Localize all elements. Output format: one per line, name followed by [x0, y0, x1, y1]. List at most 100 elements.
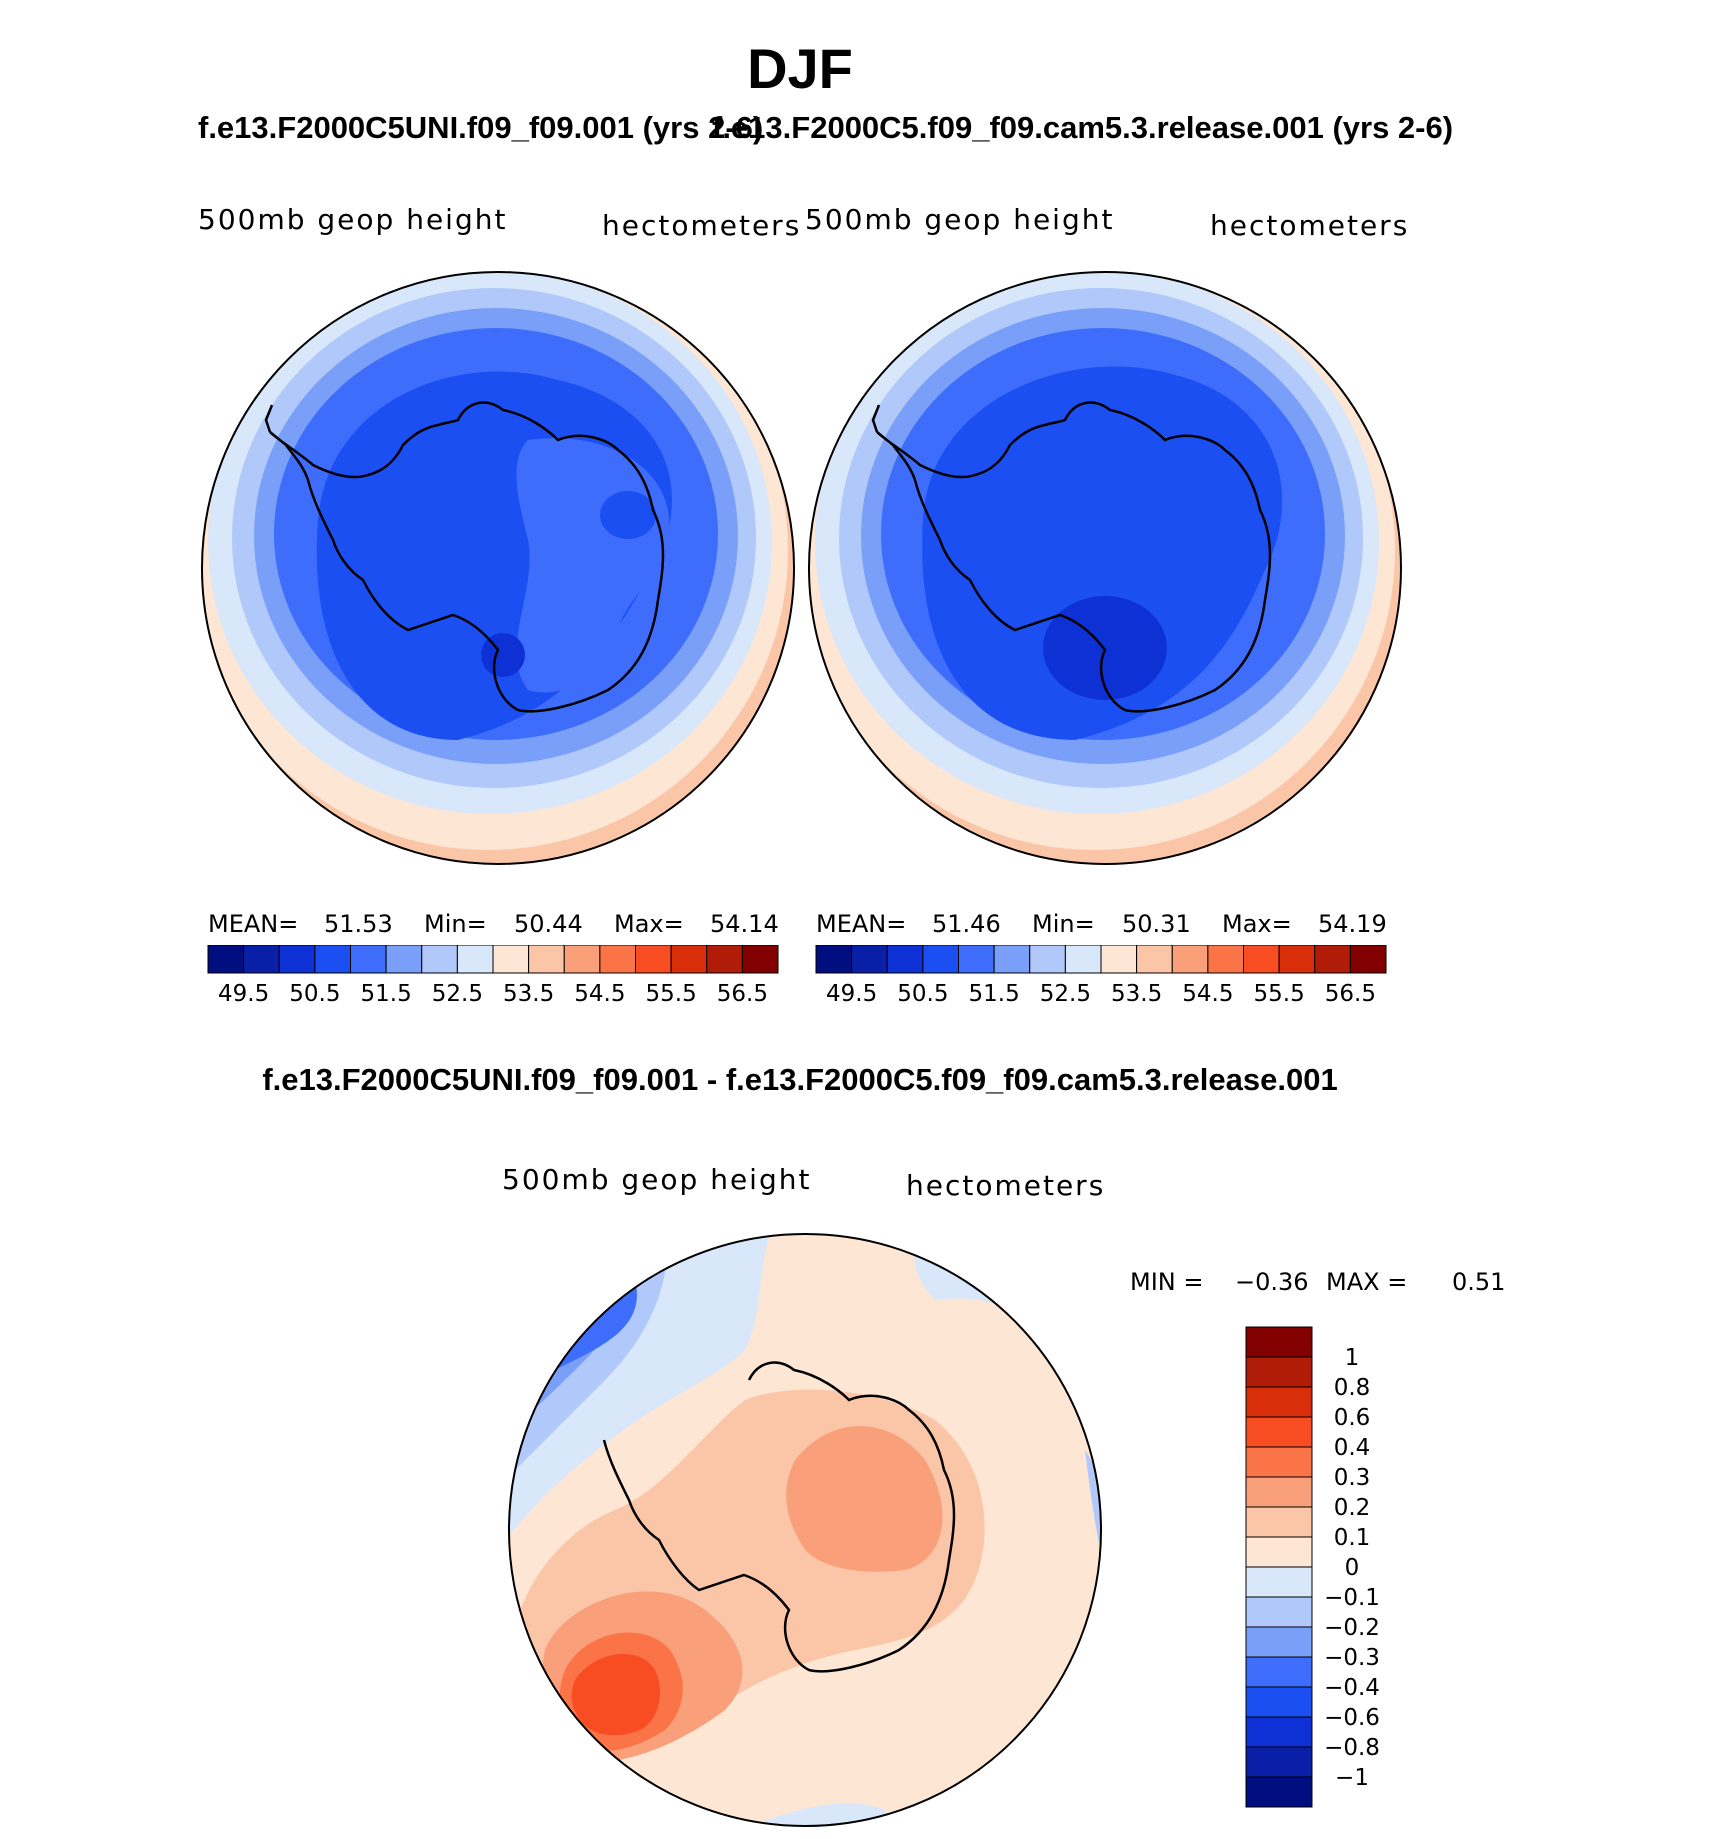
colorbar-left-swatch: [563, 945, 601, 974]
colorbar-left-tick-label: 50.5: [289, 981, 340, 1007]
colorbar-right-swatch: [1314, 945, 1351, 974]
colorbar-right-swatch: [1171, 945, 1209, 974]
colorbar-left-tick-label: 54.5: [574, 981, 625, 1007]
panel-left-units: hectometers: [602, 209, 802, 242]
colorbar-difference-swatch: [1245, 1506, 1313, 1538]
colorbar-difference-swatch: [1245, 1536, 1313, 1568]
colorbar-left-tick-label: 51.5: [361, 981, 412, 1007]
colorbar-left: 49.5 50.5 51.5 52.5 53.5 54.5 55.5 56.5: [207, 945, 779, 1007]
colorbar-left-tick-label: 56.5: [717, 981, 768, 1007]
panel-right-min-value: 50.31: [1122, 910, 1191, 938]
colorbar-right-swatch: [1100, 945, 1138, 974]
colorbar-right-tick-label: 56.5: [1325, 981, 1376, 1007]
colorbar-right-swatch: [1207, 945, 1244, 974]
colorbar-left-swatch: [350, 945, 387, 974]
difference-units: hectometers: [906, 1169, 1106, 1202]
panel-right-mean-label: MEAN=: [816, 910, 907, 938]
colorbar-difference-swatch: [1245, 1326, 1313, 1358]
colorbar-right-tick-label: 51.5: [969, 981, 1020, 1007]
colorbar-difference-tick-label: 0: [1345, 1555, 1360, 1581]
panel-left-variable: 500mb geop height: [198, 203, 508, 236]
colorbar-left-swatch: [706, 945, 743, 974]
colorbar-difference-swatch: [1245, 1476, 1313, 1508]
colorbar-left-swatch: [741, 945, 779, 974]
colorbar-difference-tick-label: 1: [1345, 1345, 1360, 1371]
colorbar-difference-swatch: [1245, 1566, 1313, 1598]
colorbar-difference-tick-label: −0.3: [1324, 1645, 1380, 1671]
colorbar-difference-tick-label: 0.2: [1334, 1495, 1371, 1521]
colorbar-right-swatch: [1029, 945, 1066, 974]
colorbar-right-swatch: [1064, 945, 1102, 974]
colorbar-difference-swatch: [1245, 1356, 1313, 1388]
colorbar-left-swatch: [421, 945, 458, 974]
colorbar-difference-tick-label: −1: [1335, 1765, 1369, 1791]
panel-right-map: [808, 271, 1402, 865]
colorbar-difference-swatch: [1245, 1746, 1313, 1778]
colorbar-difference-swatch: [1245, 1416, 1313, 1448]
colorbar-difference-tick-label: 0.6: [1334, 1405, 1371, 1431]
colorbar-difference-tick-label: −0.6: [1324, 1705, 1380, 1731]
panel-right-max-label: Max=: [1222, 910, 1292, 938]
colorbar-difference-swatch: [1245, 1776, 1313, 1808]
difference-max-value: 0.51: [1452, 1268, 1506, 1296]
panel-left-map: [201, 271, 795, 865]
colorbar-left-swatch: [314, 945, 351, 974]
colorbar-right-tick-label: 53.5: [1111, 981, 1162, 1007]
panel-right-min-label: Min=: [1032, 910, 1095, 938]
difference-max-label: MAX =: [1326, 1268, 1408, 1296]
colorbar-difference-tick-label: −0.1: [1324, 1585, 1380, 1611]
colorbar-right-tick-label: 50.5: [897, 981, 948, 1007]
panel-right-mean-value: 51.46: [932, 910, 1001, 938]
colorbar-difference-tick-label: 0.1: [1334, 1525, 1371, 1551]
panel-right-max-value: 54.19: [1318, 910, 1387, 938]
colorbar-right-swatch: [815, 945, 853, 974]
panel-left-mean-value: 51.53: [324, 910, 393, 938]
colorbar-difference-tick-label: −0.2: [1324, 1615, 1380, 1641]
colorbar-right: 49.5 50.5 51.5 52.5 53.5 54.5 55.5 56.5: [815, 945, 1387, 1007]
panel-left-max-label: Max=: [614, 910, 684, 938]
colorbar-right-swatch: [922, 945, 959, 974]
colorbar-right-tick-label: 55.5: [1254, 981, 1305, 1007]
colorbar-left-swatch: [599, 945, 636, 974]
colorbar-left-swatch: [456, 945, 494, 974]
panel-right-case-title: f.e13.F2000C5.f09_f09.cam5.3.release.001…: [712, 110, 1454, 145]
colorbar-left-swatch: [528, 945, 565, 974]
colorbar-right-tick-label: 54.5: [1182, 981, 1233, 1007]
colorbar-difference-tick-label: −0.4: [1324, 1675, 1380, 1701]
colorbar-left-swatch: [385, 945, 423, 974]
difference-min-value: −0.36: [1235, 1268, 1309, 1296]
colorbar-right-swatch: [886, 945, 924, 974]
colorbar-left-swatch: [243, 945, 280, 974]
colorbar-difference-swatch: [1245, 1686, 1313, 1718]
colorbar-difference-tick-label: 0.3: [1334, 1465, 1371, 1491]
colorbar-right-swatch: [958, 945, 995, 974]
colorbar-difference-swatch: [1245, 1386, 1313, 1418]
colorbar-left-tick-label: 49.5: [218, 981, 269, 1007]
colorbar-left-tick-label: 52.5: [432, 981, 483, 1007]
colorbar-difference: 1 0.8 0.6 0.4 0.3 0.2 0.1 0 −0.1 −0.2 −0.3 −0.4 −0.6…: [1245, 1326, 1380, 1808]
colorbar-difference-tick-label: 0.8: [1334, 1375, 1371, 1401]
panel-left-mean-label: MEAN=: [208, 910, 299, 938]
colorbar-difference-swatch: [1245, 1656, 1313, 1688]
colorbar-left-swatch: [670, 945, 708, 974]
colorbar-left-tick-label: 55.5: [646, 981, 697, 1007]
panel-left-min-label: Min=: [424, 910, 487, 938]
panel-left-min-value: 50.44: [514, 910, 583, 938]
colorbar-difference-tick-label: 0.4: [1334, 1435, 1371, 1461]
colorbar-right-swatch: [1278, 945, 1316, 974]
main-title: DJF: [747, 37, 853, 100]
colorbar-right-tick-label: 49.5: [826, 981, 877, 1007]
colorbar-difference-swatch: [1245, 1596, 1313, 1628]
colorbar-right-swatch: [1136, 945, 1173, 974]
difference-map: [508, 1233, 1102, 1827]
panel-right-units: hectometers: [1210, 209, 1410, 242]
panel-right-variable: 500mb geop height: [805, 203, 1115, 236]
colorbar-difference-swatch: [1245, 1716, 1313, 1748]
colorbar-right-swatch: [1243, 945, 1280, 974]
difference-variable: 500mb geop height: [502, 1163, 812, 1196]
colorbar-left-swatch: [492, 945, 530, 974]
panel-left-max-value: 54.14: [710, 910, 779, 938]
colorbar-difference-tick-label: −0.8: [1324, 1735, 1380, 1761]
colorbar-difference-swatch: [1245, 1446, 1313, 1478]
colorbar-difference-swatch: [1245, 1626, 1313, 1658]
